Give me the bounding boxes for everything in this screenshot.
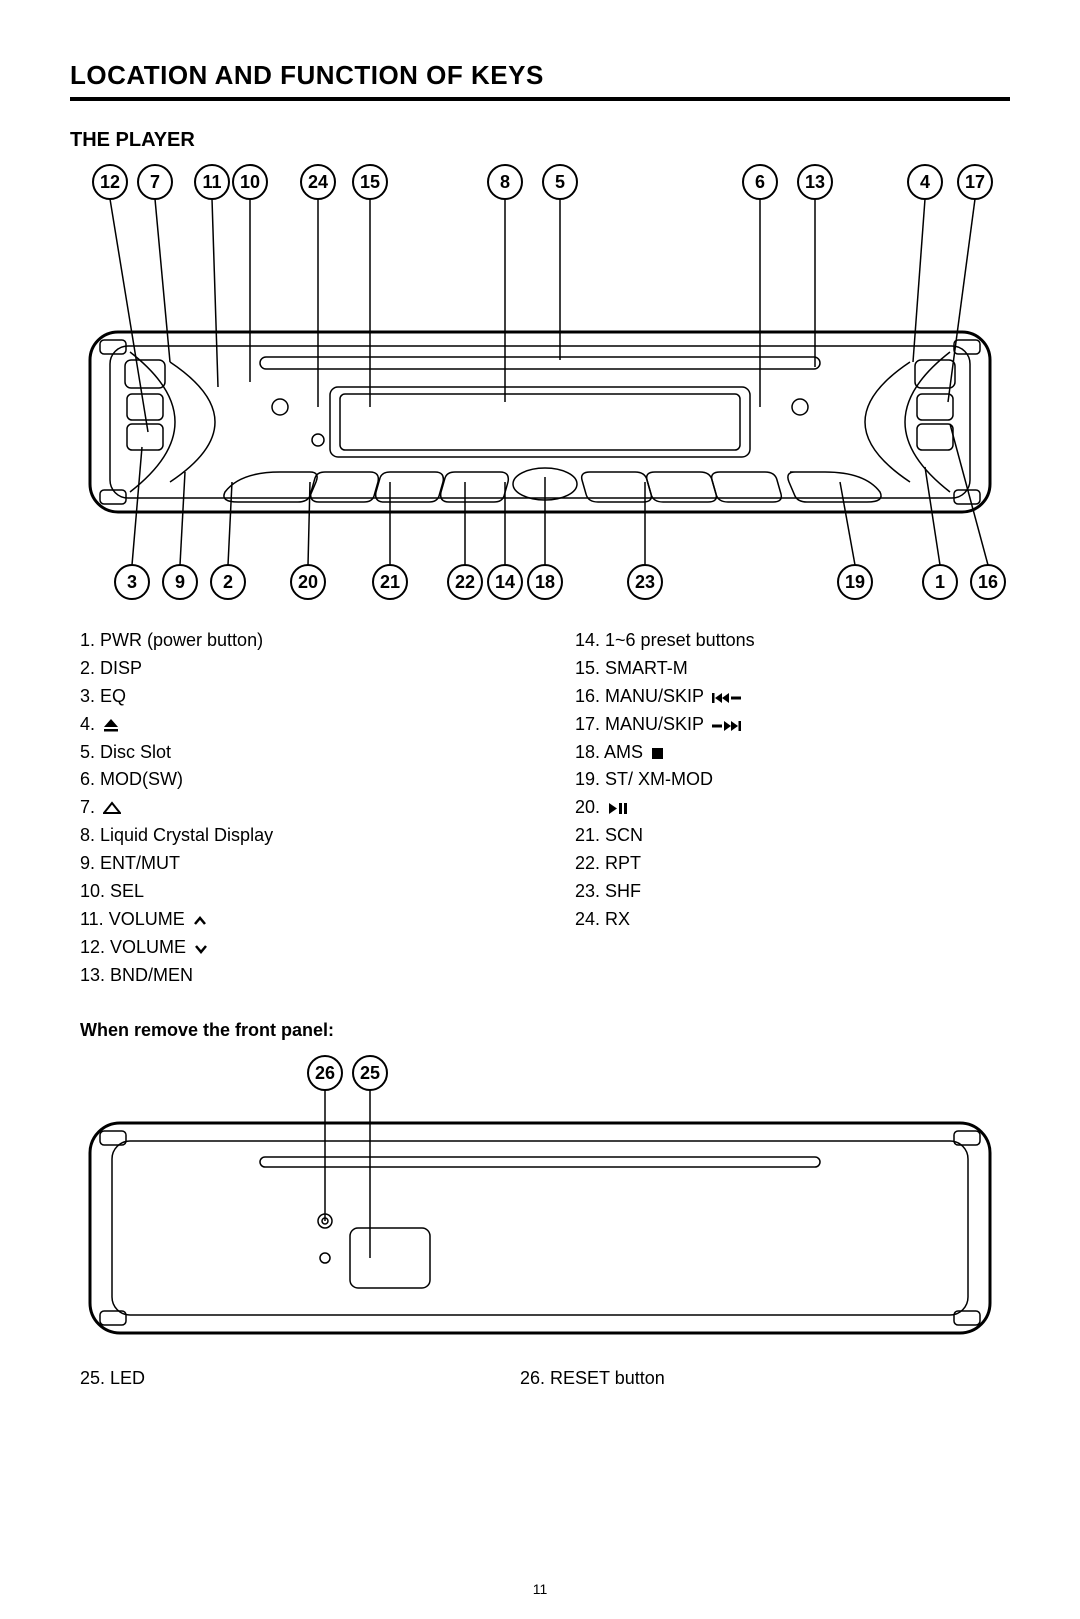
callout-number: 14 [495, 572, 515, 592]
legend-item: 16. MANU/SKIP [575, 683, 1010, 711]
chassis-diagram: 26 25 [70, 1053, 1010, 1358]
faceplate [90, 332, 990, 512]
callout-number: 20 [298, 572, 318, 592]
legend-left: 1. PWR (power button)2. DISP3. EQ4. 5. D… [80, 627, 515, 990]
callout-number: 2 [223, 572, 233, 592]
callout-number: 21 [380, 572, 400, 592]
legend-item: 21. SCN [575, 822, 1010, 850]
legend-item: 3. EQ [80, 683, 515, 711]
legend-item: 5. Disc Slot [80, 739, 515, 767]
callout-number: 11 [202, 172, 221, 192]
callout-number: 8 [500, 172, 510, 192]
legend-item: 2. DISP [80, 655, 515, 683]
legend-item: 17. MANU/SKIP [575, 711, 1010, 739]
legend-item: 7. [80, 794, 515, 822]
legend-item: 9. ENT/MUT [80, 850, 515, 878]
legend-item: 22. RPT [575, 850, 1010, 878]
legend-item: 11. VOLUME [80, 906, 515, 934]
legend-item: 15. SMART-M [575, 655, 1010, 683]
callout-number: 7 [150, 172, 160, 192]
callout-number: 18 [535, 572, 555, 592]
page-number: 11 [0, 1581, 1080, 1597]
legend-item: 10. SEL [80, 878, 515, 906]
callout-number: 13 [805, 172, 825, 192]
legend-item: 4. [80, 711, 515, 739]
chassis [90, 1123, 990, 1333]
legend-right: 14. 1~6 preset buttons15. SMART-M16. MAN… [575, 627, 1010, 990]
callout-number: 10 [240, 172, 260, 192]
legend-item: 14. 1~6 preset buttons [575, 627, 1010, 655]
callout-number: 12 [100, 172, 120, 192]
subtitle-player: THE PLAYER [70, 129, 1010, 152]
title-rule [70, 97, 1010, 101]
player-diagram: 12 7 11 10 24 15 8 5 6 13 4 17 3 9 2 20 21 22 14 18 23 19 1 16 [70, 162, 1010, 617]
callout-number: 4 [920, 172, 930, 192]
callout-number: 3 [127, 572, 137, 592]
callout-number: 26 [315, 1063, 335, 1083]
legend-item: 13. BND/MEN [80, 962, 515, 990]
callout-number: 5 [555, 172, 565, 192]
callout-number: 6 [755, 172, 765, 192]
legend-item: 6. MOD(SW) [80, 766, 515, 794]
callout-number: 19 [845, 572, 865, 592]
legend-bottom: 25. LED 26. RESET button [80, 1368, 1010, 1389]
callout-number: 9 [175, 572, 185, 592]
legend-item: 24. RX [575, 906, 1010, 934]
legend-item: 23. SHF [575, 878, 1010, 906]
callout-number: 23 [635, 572, 655, 592]
legend-item: 8. Liquid Crystal Display [80, 822, 515, 850]
legend-item: 1. PWR (power button) [80, 627, 515, 655]
legend-item: 20. [575, 794, 1010, 822]
legend-item: 18. AMS [575, 739, 1010, 767]
callout-number: 15 [360, 172, 380, 192]
callout-number: 1 [935, 572, 945, 592]
callout-number: 16 [978, 572, 998, 592]
legend-item: 12. VOLUME [80, 934, 515, 962]
callout-number: 25 [360, 1063, 380, 1083]
legend-item: 19. ST/ XM-MOD [575, 766, 1010, 794]
callout-number: 17 [965, 172, 985, 192]
subtitle-remove-panel: When remove the front panel: [80, 1020, 1010, 1041]
section-title: LOCATION AND FUNCTION OF KEYS [70, 60, 1010, 91]
callout-number: 24 [308, 172, 328, 192]
callout-number: 22 [455, 572, 475, 592]
legend-columns: 1. PWR (power button)2. DISP3. EQ4. 5. D… [80, 627, 1010, 990]
